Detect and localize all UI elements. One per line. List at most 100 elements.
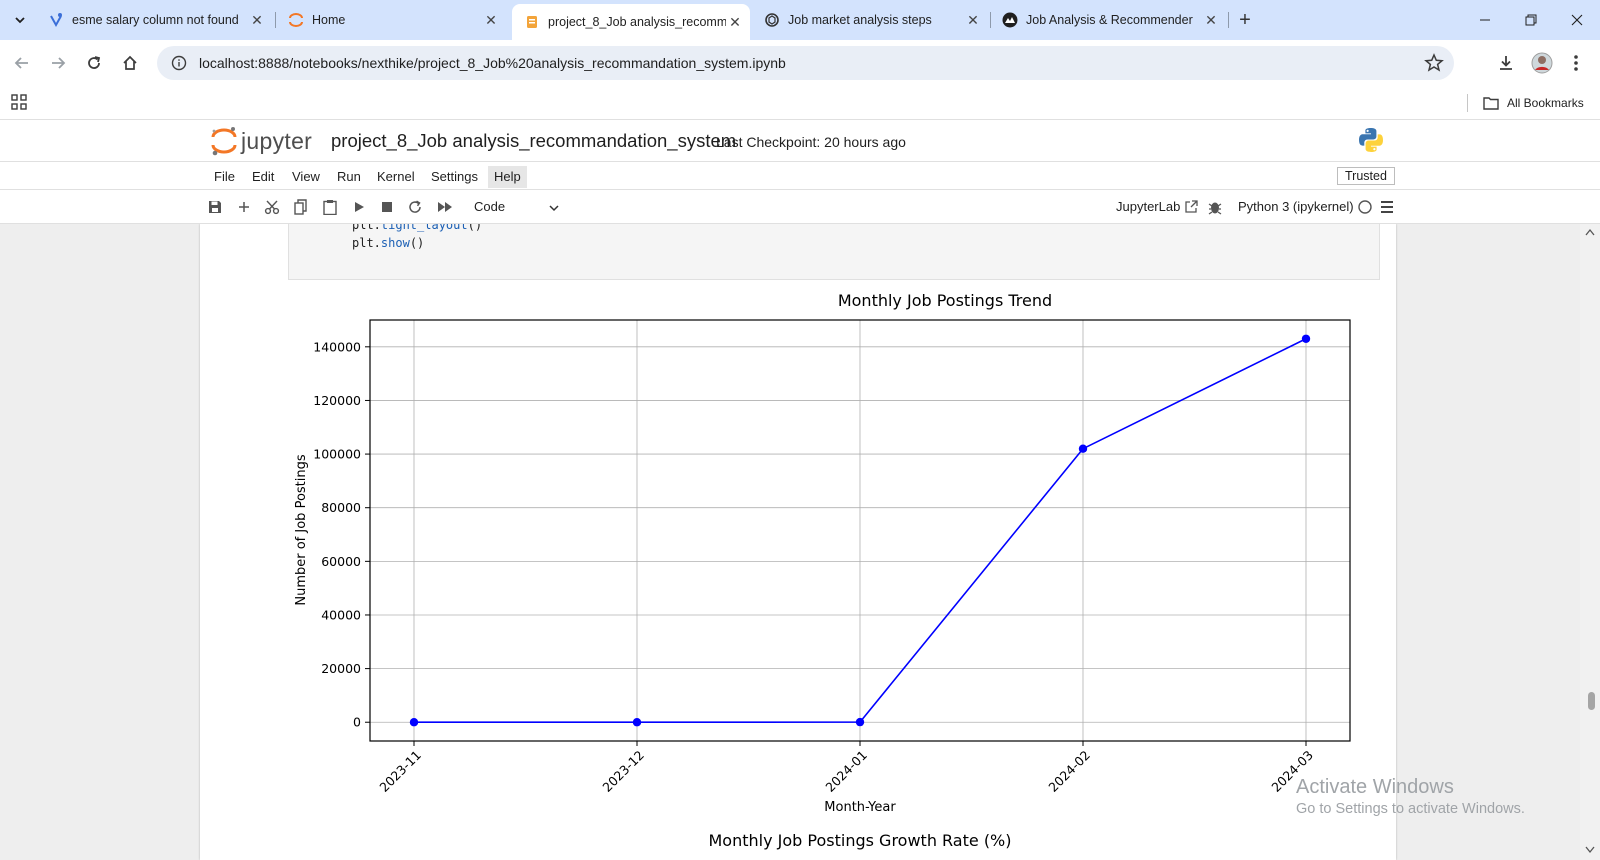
close-icon[interactable]: ✕ (485, 11, 497, 28)
tab-title: Job Analysis & Recommender (1026, 13, 1193, 27)
reload-icon[interactable] (80, 49, 108, 77)
close-icon[interactable]: ✕ (251, 11, 263, 28)
browser-toolbar: localhost:8888/notebooks/nexthike/projec… (0, 40, 1600, 86)
cell-type-value: Code (474, 199, 506, 214)
kernel-name[interactable]: Python 3 (ipykernel) (1238, 199, 1354, 214)
scrollbar-thumb[interactable] (1588, 692, 1595, 710)
line-chart: Monthly Job Postings Trend 0 20000 40000 60… (294, 291, 1351, 850)
notebook-area: plt.tight_layout() plt.show() Monthly Jo… (0, 224, 1600, 860)
notebook-page: plt.tight_layout() plt.show() Monthly Jo… (200, 224, 1396, 860)
home-icon[interactable] (116, 49, 144, 77)
run-icon[interactable] (350, 198, 368, 216)
url-text: localhost:8888/notebooks/nexthike/projec… (199, 55, 786, 71)
jupyter-logo[interactable]: jupyter (211, 126, 312, 156)
x-tick-label: 2024-01 (822, 747, 870, 795)
data-point-marker (409, 718, 419, 727)
code-parens: () (409, 236, 425, 250)
vertical-scrollbar[interactable] (1580, 224, 1600, 860)
notebook-toolbar: Code JupyterLab Python 3 (ipykernel) (0, 190, 1600, 224)
kernel-idle-circle-icon (1358, 200, 1372, 214)
code-line: plt.show() (352, 236, 424, 250)
tab-divider (990, 12, 991, 28)
apps-grid-icon[interactable] (11, 94, 27, 110)
browser-tab-strip: esme salary column not found ✕ Home ✕ pr… (0, 0, 1600, 40)
hamburger-menu-icon[interactable] (1380, 200, 1394, 214)
notebook-title[interactable]: project_8_Job analysis_recommandation_sy… (331, 130, 737, 151)
all-bookmarks-button[interactable]: All Bookmarks (1483, 92, 1584, 114)
address-bar[interactable]: localhost:8888/notebooks/nexthike/projec… (157, 46, 1454, 80)
x-axis-ticks: 2023-11 2023-12 2024-01 2024-02 2024-03 (376, 741, 1316, 795)
browser-menu-icon[interactable] (1562, 49, 1590, 77)
y-axis-label: Number of Job Postings (294, 454, 309, 605)
tab-search-chevron-icon[interactable] (8, 8, 32, 32)
x-tick-label: 2023-11 (376, 747, 424, 795)
trusted-indicator[interactable]: Trusted (1337, 167, 1395, 185)
y-tick-label: 20000 (321, 661, 361, 676)
bug-icon[interactable] (1208, 199, 1222, 215)
menu-kernel[interactable]: Kernel (377, 169, 415, 184)
paste-icon[interactable] (321, 198, 339, 216)
close-icon[interactable]: ✕ (1205, 11, 1217, 28)
save-icon[interactable] (206, 198, 224, 216)
minimize-icon[interactable] (1462, 0, 1508, 40)
forward-arrow-icon[interactable] (44, 49, 72, 77)
chart-title: Monthly Job Postings Trend (838, 291, 1052, 310)
jupyter-logo-icon (211, 127, 237, 156)
browser-tab-4[interactable]: Job Analysis & Recommender ✕ (994, 5, 1226, 35)
fast-forward-icon[interactable] (436, 198, 454, 216)
chevron-down-icon (548, 197, 560, 217)
close-icon[interactable]: ✕ (729, 13, 741, 30)
back-arrow-icon[interactable] (8, 49, 36, 77)
insert-cell-icon[interactable] (235, 198, 253, 216)
external-link-icon (1185, 200, 1198, 213)
browser-tab-1[interactable]: Home ✕ (278, 5, 506, 35)
y-tick-label: 100000 (313, 447, 361, 462)
code-line: plt.tight_layout() (352, 224, 482, 232)
bookmark-star-icon[interactable] (1424, 53, 1444, 73)
x-tick-label: 2024-02 (1045, 747, 1093, 795)
site-info-icon[interactable] (169, 53, 189, 73)
scroll-up-arrow-icon[interactable] (1585, 228, 1595, 236)
menu-edit[interactable]: Edit (252, 169, 275, 184)
tab-divider (1228, 12, 1229, 28)
code-function: tight_layout (380, 224, 468, 232)
y-tick-label: 140000 (313, 339, 361, 354)
menu-settings[interactable]: Settings (431, 169, 478, 184)
data-point-marker (1301, 334, 1311, 343)
copy-icon[interactable] (292, 198, 310, 216)
tab-divider (275, 12, 276, 28)
code-object: plt. (352, 224, 381, 232)
tab-title: Job market analysis steps (788, 13, 932, 27)
restart-icon[interactable] (406, 198, 424, 216)
cell-type-select[interactable]: Code (474, 197, 560, 217)
new-tab-plus-icon[interactable]: + (1239, 8, 1251, 31)
tab-title: project_8_Job analysis_recomm (548, 15, 726, 29)
cut-icon[interactable] (263, 198, 281, 216)
menu-help[interactable]: Help (488, 166, 527, 188)
code-cell[interactable]: plt.tight_layout() plt.show() (288, 224, 1380, 280)
folder-icon (1483, 97, 1499, 110)
window-close-icon[interactable] (1554, 0, 1600, 40)
data-point-marker (632, 718, 642, 727)
jupyterlab-link[interactable]: JupyterLab (1116, 199, 1198, 214)
menu-run[interactable]: Run (337, 169, 361, 184)
profile-avatar[interactable] (1528, 49, 1556, 77)
code-object: plt. (352, 236, 381, 250)
notebook-icon (524, 14, 540, 30)
restore-icon[interactable] (1508, 0, 1554, 40)
stop-icon[interactable] (378, 198, 396, 216)
browser-tab-3[interactable]: Job market analysis steps ✕ (756, 5, 988, 35)
code-function: show (380, 236, 410, 250)
data-point-marker (1078, 444, 1088, 453)
y-tick-label: 60000 (321, 554, 361, 569)
scroll-down-arrow-icon[interactable] (1585, 846, 1595, 854)
menu-file[interactable]: File (214, 169, 235, 184)
browser-tab-0[interactable]: esme salary column not found ✕ (40, 5, 272, 35)
menu-view[interactable]: View (292, 169, 320, 184)
y-axis-ticks: 0 20000 40000 60000 80000 100000 120000 140000 (313, 339, 370, 730)
browser-tab-2[interactable]: project_8_Job analysis_recomm ✕ (512, 4, 750, 40)
y-tick-label: 40000 (321, 607, 361, 622)
close-icon[interactable]: ✕ (967, 11, 979, 28)
tab-title: esme salary column not found (72, 13, 239, 27)
download-icon[interactable] (1492, 49, 1520, 77)
